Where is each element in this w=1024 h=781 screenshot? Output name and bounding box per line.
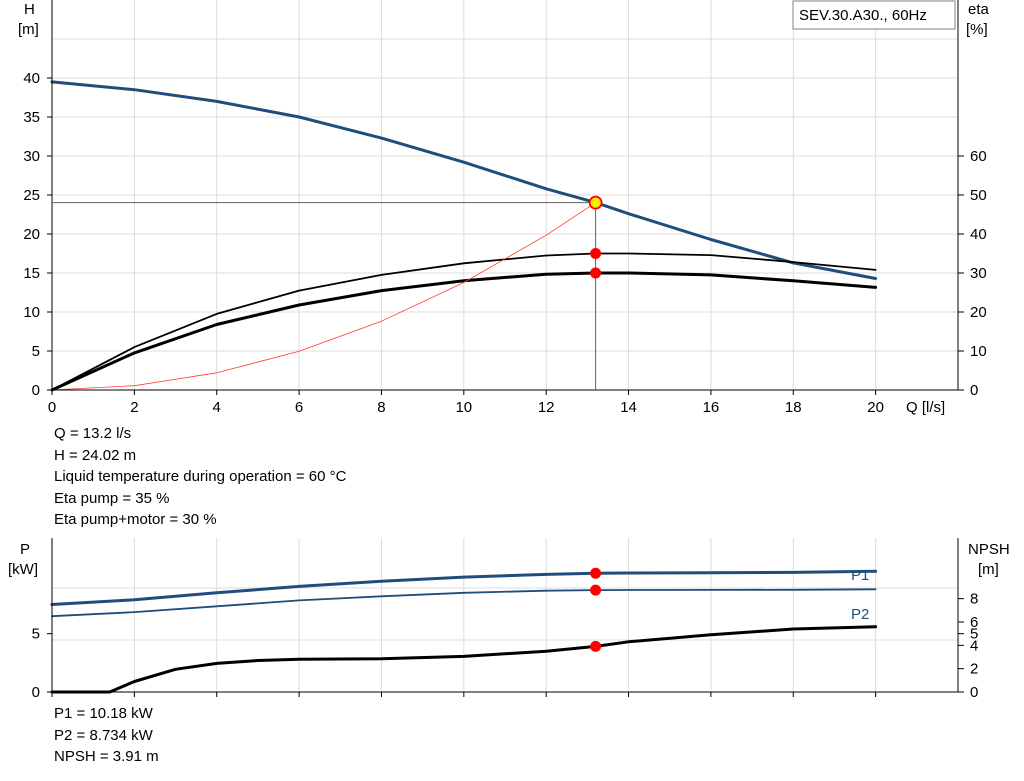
y-right-tick-label: 10 bbox=[970, 343, 987, 360]
y-right-tick-label: 8 bbox=[970, 591, 978, 608]
y-left-tick-label: 0 bbox=[32, 684, 40, 701]
axes bbox=[47, 538, 964, 697]
series-line-p2 bbox=[51, 588, 877, 618]
grid bbox=[52, 0, 958, 390]
x-tick-label: 6 bbox=[295, 399, 303, 416]
x-tick-label: 20 bbox=[867, 399, 884, 416]
y-left-tick-label: 20 bbox=[23, 226, 40, 243]
info-eta-pump: Eta pump = 35 % bbox=[54, 489, 170, 507]
right-axis-label-symbol: NPSH bbox=[968, 541, 1010, 558]
operating-points bbox=[590, 567, 602, 652]
left-axis-label-symbol: P bbox=[20, 541, 30, 558]
y-left-tick-label: 5 bbox=[32, 626, 40, 643]
info-h: H = 24.02 m bbox=[54, 446, 137, 464]
left-axis-label-symbol: H bbox=[24, 1, 35, 18]
series-line-npsh bbox=[50, 625, 878, 694]
performance-chart: 0 2 4 6 8 10 12 14 16 18 20 0 5 10 15 20 25 30 35 40 0 10 20 30… bbox=[18, 0, 990, 416]
y-right-tick-label: 6 bbox=[970, 614, 978, 631]
x-tick-label: 10 bbox=[455, 399, 472, 416]
title-box bbox=[792, 0, 956, 30]
operating-point-info: Q = 13.2 l/s H = 24.02 m Liquid temperat… bbox=[54, 423, 346, 531]
x-tick-label: 0 bbox=[48, 399, 56, 416]
info-npsh: NPSH = 3.91 m bbox=[54, 748, 159, 765]
info-liquid-temperature: Liquid temperature during operation = 60… bbox=[54, 468, 347, 485]
operating-point-p2 bbox=[590, 584, 602, 596]
series-group bbox=[50, 80, 878, 392]
right-axis-label-symbol: eta bbox=[968, 1, 990, 18]
y-right-tick-label: 2 bbox=[970, 661, 978, 678]
operating-point-eta-pump bbox=[590, 248, 602, 259]
tick-labels: 0 2 4 6 8 10 12 14 16 18 20 0 5 10 15 20 25 30 35 40 0 10 20 30… bbox=[23, 70, 986, 416]
left-axis-label-unit: [m] bbox=[18, 21, 39, 38]
y-right-tick-label: 60 bbox=[970, 148, 987, 165]
x-axis-label: Q [l/s] bbox=[906, 399, 945, 416]
x-tick-label: 2 bbox=[130, 399, 138, 416]
x-tick-label: 14 bbox=[620, 399, 637, 416]
series-line-h bbox=[50, 80, 878, 280]
axes bbox=[47, 0, 964, 395]
info-q: Q = 13.2 l/s bbox=[54, 425, 132, 442]
x-tick-label: 18 bbox=[785, 399, 802, 416]
y-left-tick-label: 10 bbox=[23, 304, 40, 321]
series-line-system-curve bbox=[51, 202, 596, 391]
series-label-p2: P2 bbox=[851, 606, 869, 623]
series-group bbox=[50, 569, 878, 694]
y-right-tick-label: 40 bbox=[970, 226, 987, 243]
x-tick-label: 12 bbox=[538, 399, 555, 416]
y-left-tick-label: 0 bbox=[32, 382, 40, 399]
operating-point-head bbox=[588, 195, 603, 210]
power-info: P1 = 10.18 kW P2 = 8.734 kW NPSH = 3.91 … bbox=[54, 703, 159, 768]
series-line-eta-pump-motor bbox=[50, 271, 878, 392]
series-label-p1: P1 bbox=[851, 567, 869, 584]
y-left-tick-label: 40 bbox=[23, 70, 40, 87]
operating-point-npsh bbox=[590, 640, 602, 652]
x-tick-label: 16 bbox=[703, 399, 720, 416]
left-axis-label-unit: [kW] bbox=[8, 561, 38, 578]
info-p2: P2 = 8.734 kW bbox=[54, 726, 153, 744]
right-axis-label-unit: [%] bbox=[966, 21, 988, 38]
y-right-tick-label: 20 bbox=[970, 304, 987, 321]
chart-title: SEV.30.A30., 60Hz bbox=[799, 7, 927, 24]
grid bbox=[52, 538, 958, 692]
y-right-tick-label: 0 bbox=[970, 382, 978, 399]
x-tick-label: 4 bbox=[213, 399, 221, 416]
y-left-tick-label: 30 bbox=[23, 148, 40, 165]
y-left-tick-label: 15 bbox=[23, 265, 40, 282]
y-right-tick-label: 5 bbox=[970, 626, 978, 643]
operating-points bbox=[52, 195, 603, 390]
y-right-tick-label: 4 bbox=[970, 637, 978, 654]
operating-point-p1 bbox=[590, 567, 602, 579]
y-right-tick-label: 50 bbox=[970, 187, 987, 204]
y-left-tick-label: 35 bbox=[23, 109, 40, 126]
right-axis-label-unit: [m] bbox=[978, 561, 999, 578]
info-eta-pump-motor: Eta pump+motor = 30 % bbox=[54, 511, 217, 528]
y-left-tick-label: 25 bbox=[23, 187, 40, 204]
y-right-tick-label: 30 bbox=[970, 265, 987, 282]
info-p1: P1 = 10.18 kW bbox=[54, 705, 153, 722]
y-left-tick-label: 5 bbox=[32, 343, 40, 360]
series-line-eta-pump bbox=[51, 252, 877, 391]
x-tick-label: 8 bbox=[377, 399, 385, 416]
y-right-tick-label: 0 bbox=[970, 684, 978, 701]
operating-point-eta-pump-motor bbox=[590, 267, 602, 279]
series-line-p1 bbox=[50, 569, 878, 606]
